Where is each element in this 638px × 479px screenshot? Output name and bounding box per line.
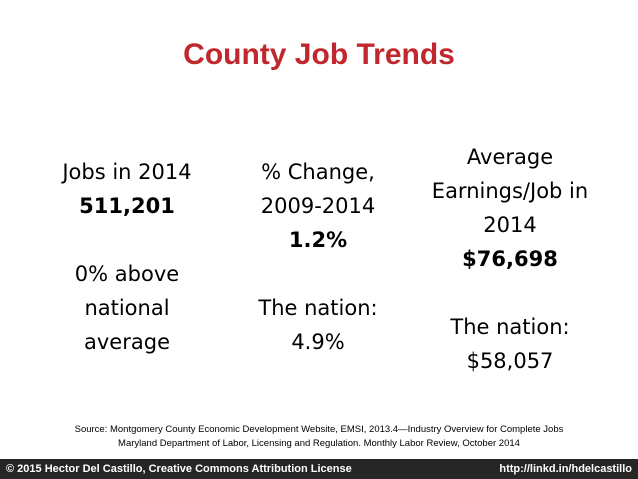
stat-column: Jobs in 2014 511,201 0% above national avera… xyxy=(27,155,227,359)
footer: © 2015 Hector Del Castillo, Creative Com… xyxy=(0,459,638,479)
title: County Job Trends xyxy=(183,38,455,71)
stat-note: The nation: xyxy=(258,296,378,320)
stat-label: Average xyxy=(466,145,554,169)
stat-label: Earnings/Job in xyxy=(431,179,589,203)
stat-note: $58,057 xyxy=(466,349,554,373)
spacer xyxy=(410,276,610,310)
source-line: Maryland Department of Labor, Licensing … xyxy=(118,438,520,449)
stat-note: 0% above xyxy=(74,262,180,286)
stat-note: 4.9% xyxy=(291,330,345,354)
stat-note: The nation: xyxy=(450,315,570,339)
stat-column: % Change, 2009-2014 1.2% The nation: 4.9% xyxy=(218,155,418,359)
stat-label: 2014 xyxy=(483,213,537,237)
stat-label: 2009-2014 xyxy=(260,194,376,218)
stat-label: % Change, xyxy=(261,160,375,184)
stat-label: Jobs in 2014 xyxy=(62,160,192,184)
stat-note: average xyxy=(84,330,170,354)
stat-value: $76,698 xyxy=(462,247,558,271)
spacer xyxy=(218,257,418,291)
source: Source: Montgomery County Economic Devel… xyxy=(0,423,638,451)
stat-value: 1.2% xyxy=(288,228,348,252)
stat-note: national xyxy=(84,296,170,320)
source-line: Source: Montgomery County Economic Devel… xyxy=(74,424,564,435)
stat-column: Average Earnings/Job in 2014 $76,698 The nat… xyxy=(410,140,610,378)
footer-link: http://linkd.in/hdelcastillo xyxy=(499,463,632,475)
spacer xyxy=(27,223,227,257)
footer-credit: © 2015 Hector Del Castillo, Creative Com… xyxy=(6,463,352,475)
stat-value: 511,201 xyxy=(79,194,175,218)
